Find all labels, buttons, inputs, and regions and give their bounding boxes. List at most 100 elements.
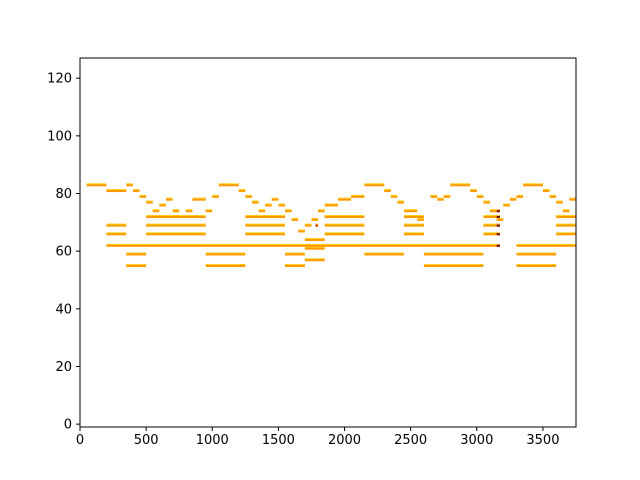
note-bar-highlight	[324, 203, 338, 205]
note-bar-highlight	[496, 217, 504, 219]
note-bar	[476, 194, 484, 198]
note-bar	[417, 217, 424, 221]
note-bar	[483, 200, 491, 204]
note-bar	[106, 243, 497, 247]
note-bar-highlight	[265, 203, 272, 205]
note-bar-highlight	[304, 238, 325, 240]
note-bar-highlight	[384, 189, 391, 191]
note-bar-highlight	[245, 215, 286, 216]
note-bar-highlight	[476, 194, 484, 196]
note-bar	[126, 252, 147, 256]
note-bar-highlight	[291, 217, 299, 219]
note-bar-highlight	[556, 200, 563, 202]
accent-cell	[315, 223, 319, 227]
note-bar-highlight	[483, 223, 497, 225]
note-bar-highlight	[245, 232, 286, 234]
note-bar	[285, 264, 305, 268]
note-bar	[278, 203, 286, 207]
note-bar	[423, 252, 484, 256]
note-bar	[86, 183, 107, 187]
note-bar	[490, 209, 497, 213]
note-bar-highlight	[516, 264, 557, 265]
max-cell-highlight	[496, 215, 500, 216]
x-tick-label: 1500	[262, 433, 295, 448]
note-bar-highlight	[205, 209, 213, 211]
note-bar	[146, 232, 206, 236]
note-bar	[397, 200, 405, 204]
note-bar	[503, 203, 510, 207]
note-bar-highlight	[165, 197, 173, 199]
note-bar-highlight	[106, 232, 127, 234]
note-bar-highlight	[152, 209, 160, 211]
note-bar	[146, 215, 206, 218]
note-bar-highlight	[192, 197, 206, 199]
note-bar	[483, 232, 497, 236]
x-tick-label: 2000	[328, 433, 361, 448]
note-bar	[384, 189, 391, 193]
note-bar	[106, 223, 127, 227]
note-bar-highlight	[218, 183, 239, 185]
note-bar-highlight	[397, 200, 405, 202]
note-bar	[483, 223, 497, 227]
note-bar	[556, 232, 576, 236]
note-bar-highlight	[258, 209, 266, 211]
note-bar-highlight	[470, 189, 477, 191]
note-bar-highlight	[185, 209, 193, 211]
note-bar-highlight	[324, 223, 365, 225]
note-bar-highlight	[404, 232, 424, 234]
note-bar	[496, 217, 504, 221]
note-bar-highlight	[285, 209, 292, 211]
max-cell	[496, 209, 500, 213]
note-bar-highlight	[304, 223, 312, 225]
note-bar	[159, 203, 166, 207]
note-bar	[337, 197, 352, 201]
note-bar	[470, 189, 477, 193]
note-bar	[556, 223, 576, 227]
note-bar-highlight	[139, 194, 147, 196]
y-axis: 0 20 40 60 80 100 120	[47, 72, 80, 433]
note-bar-highlight	[503, 203, 510, 205]
note-bar	[298, 229, 305, 233]
note-bar	[146, 200, 153, 204]
x-tick-label: 500	[134, 433, 159, 448]
note-bar	[304, 223, 312, 227]
note-bar-highlight	[542, 189, 550, 191]
note-bar	[516, 264, 557, 268]
note-bar	[523, 183, 543, 187]
note-bar-highlight	[430, 194, 438, 196]
note-bar-highlight	[390, 194, 398, 196]
note-bar	[106, 232, 127, 236]
note-bar	[218, 183, 239, 187]
note-bar	[245, 223, 286, 227]
note-bar-highlight	[351, 194, 365, 196]
note-bar-highlight	[404, 215, 424, 216]
note-bar	[404, 215, 424, 218]
note-bar	[430, 194, 438, 198]
x-tick-label: 0	[76, 433, 84, 448]
note-bar-highlight	[212, 194, 219, 196]
note-bar	[212, 194, 219, 198]
note-bar	[245, 232, 286, 236]
note-bar-highlight	[126, 252, 147, 254]
note-bar	[106, 189, 127, 193]
note-bar-highlight	[146, 200, 153, 202]
note-bar	[291, 217, 299, 221]
note-bar-highlight	[278, 203, 286, 205]
note-bar	[542, 189, 550, 193]
axes-frame	[79, 57, 577, 428]
note-bar	[404, 209, 418, 213]
note-bar	[185, 209, 193, 213]
note-bar	[205, 209, 213, 213]
note-bar-highlight	[238, 189, 246, 191]
note-bar	[245, 194, 252, 198]
note-bar-highlight	[364, 183, 385, 185]
note-bar	[556, 215, 576, 218]
note-bar	[562, 209, 570, 213]
y-tick-label: 80	[55, 187, 72, 202]
y-tick-label: 0	[64, 418, 72, 433]
max-cell-highlight	[496, 243, 500, 245]
y-tick-label: 120	[47, 72, 72, 87]
note-bar	[126, 264, 147, 268]
note-bar-highlight	[318, 209, 325, 211]
